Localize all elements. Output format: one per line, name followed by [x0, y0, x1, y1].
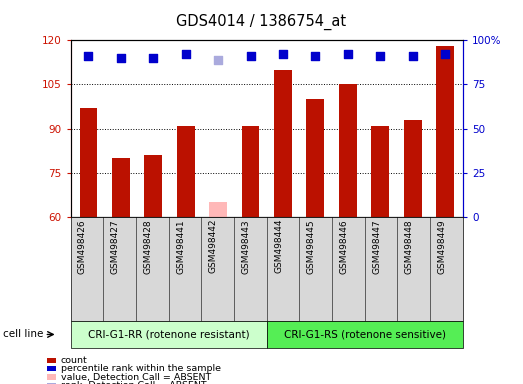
Point — [408, 53, 417, 59]
Bar — [436, 46, 454, 217]
Point — [84, 53, 93, 59]
Bar — [306, 99, 324, 217]
Bar — [177, 126, 195, 217]
Text: CRI-G1-RS (rotenone sensitive): CRI-G1-RS (rotenone sensitive) — [284, 329, 446, 339]
Text: GSM498444: GSM498444 — [274, 219, 283, 273]
Text: GSM498446: GSM498446 — [339, 219, 348, 273]
Bar — [209, 202, 227, 217]
Point — [117, 55, 125, 61]
Text: GSM498427: GSM498427 — [111, 219, 120, 273]
Bar — [112, 158, 130, 217]
Bar — [371, 126, 389, 217]
Bar — [79, 108, 97, 217]
Point — [441, 51, 449, 58]
Bar — [339, 84, 357, 217]
Bar — [274, 70, 292, 217]
Text: GSM498443: GSM498443 — [242, 219, 251, 273]
Text: GSM498448: GSM498448 — [405, 219, 414, 273]
Point — [149, 55, 157, 61]
Text: CRI-G1-RR (rotenone resistant): CRI-G1-RR (rotenone resistant) — [88, 329, 249, 339]
Text: cell line: cell line — [3, 329, 43, 339]
Bar — [242, 126, 259, 217]
Point — [311, 53, 320, 59]
Text: GSM498445: GSM498445 — [307, 219, 316, 273]
Text: GSM498428: GSM498428 — [143, 219, 152, 273]
Bar — [144, 155, 162, 217]
Text: GSM498441: GSM498441 — [176, 219, 185, 273]
Point — [214, 57, 222, 63]
Text: GSM498449: GSM498449 — [438, 219, 447, 273]
Text: GSM498426: GSM498426 — [78, 219, 87, 273]
Point — [279, 51, 287, 58]
Bar — [404, 120, 422, 217]
Text: count: count — [61, 356, 87, 365]
Point — [246, 53, 255, 59]
Text: value, Detection Call = ABSENT: value, Detection Call = ABSENT — [61, 372, 211, 382]
Point — [376, 53, 384, 59]
Point — [344, 51, 352, 58]
Text: GDS4014 / 1386754_at: GDS4014 / 1386754_at — [176, 13, 347, 30]
Text: GSM498442: GSM498442 — [209, 219, 218, 273]
Text: rank, Detection Call = ABSENT: rank, Detection Call = ABSENT — [61, 381, 206, 384]
Text: percentile rank within the sample: percentile rank within the sample — [61, 364, 221, 373]
Point — [181, 51, 190, 58]
Text: GSM498447: GSM498447 — [372, 219, 381, 273]
